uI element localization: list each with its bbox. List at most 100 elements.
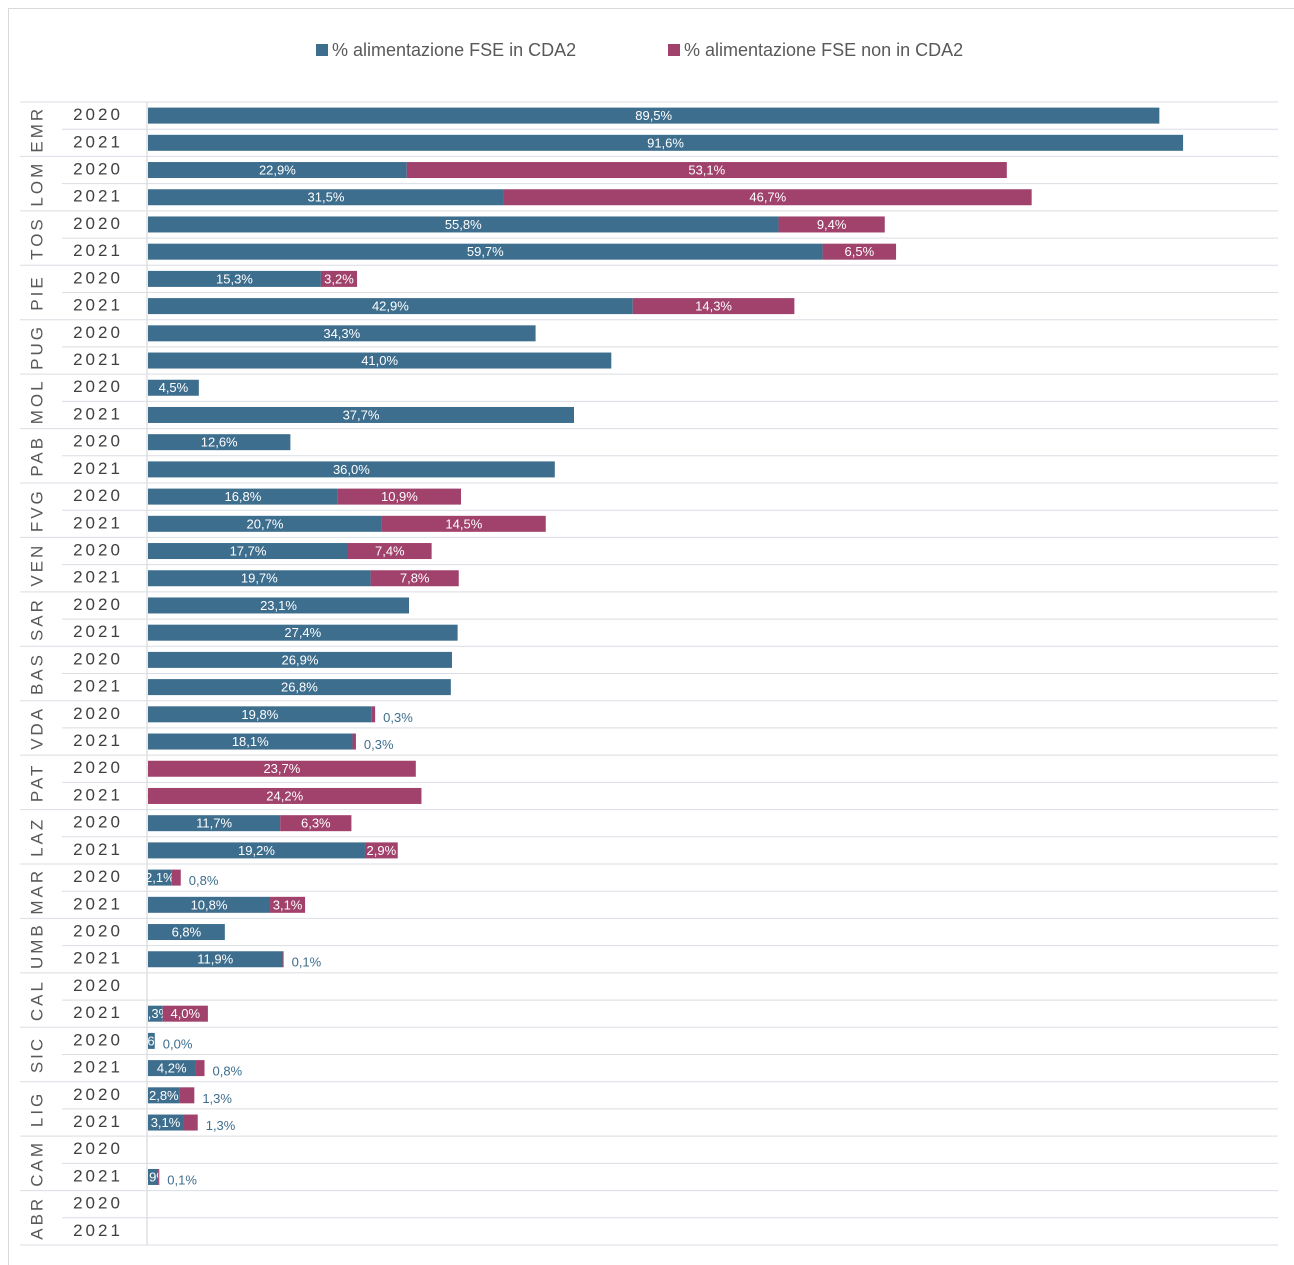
value-label: 55,8% [445,217,482,232]
category-label: 2020 [73,160,123,179]
group-label: CAM [27,1140,46,1187]
bar-segment [162,1005,208,1022]
value-label: 46,7% [749,190,786,205]
bar-segment [406,162,1007,179]
category-label: 2021 [73,731,123,750]
legend-label: % alimentazione FSE in CDA2 [332,40,576,60]
bar-segment [148,869,172,886]
value-label: 0,8% [189,873,219,888]
category-label: 2021 [73,241,123,260]
bar-segment [158,1168,160,1185]
group-label: VDA [27,706,46,750]
value-label: 4,5% [159,380,189,395]
category-label: 2021 [73,1112,123,1131]
bar-segment [148,461,555,478]
group-label: SIC [27,1036,46,1073]
bar-segment [148,298,633,315]
legend-label: % alimentazione FSE non in CDA2 [684,40,963,60]
bar-segment [148,1005,163,1022]
bar-segment [282,951,284,968]
bar-segment [348,543,432,560]
value-label: 4,0% [170,1006,200,1021]
category-label: 2021 [73,949,123,968]
bar-segment [371,706,376,723]
group-label: LAZ [27,817,46,857]
bar-segment [148,760,416,777]
group-label: TOS [27,216,46,260]
category-label: 2021 [73,840,123,859]
category-label: 2021 [73,1166,123,1185]
category-label: 2020 [73,813,123,832]
bar-segment [148,243,823,260]
value-label: 10,9% [381,489,418,504]
bar-segment [148,189,504,206]
group-label: PAB [27,435,46,477]
value-label: 1,3% [202,1091,232,1106]
value-label: 0,3% [383,710,413,725]
value-label: 14,3% [695,299,732,314]
category-label: 2020 [73,1030,123,1049]
value-label: 23,7% [263,761,300,776]
value-label: 19,2% [238,843,275,858]
value-label: 59,7% [467,244,504,259]
bar-segment [352,733,356,750]
bar-segment [148,624,458,641]
value-label: 11,9% [197,952,233,967]
value-label: 26,9% [282,652,319,667]
bar-segment [148,543,349,560]
group-label: CAL [27,979,46,1021]
value-label: 7,4% [375,543,405,558]
bar-segment [148,1087,180,1104]
group-label: VEN [27,543,46,587]
value-label: 11,7% [196,816,232,831]
group-label: BAS [27,652,46,695]
category-label: 2021 [73,459,123,478]
category-label: 2020 [73,649,123,668]
value-label: 36,0% [333,462,370,477]
value-label: 0,6% [137,1033,167,1048]
bar-segment [148,651,452,668]
value-label: 91,6% [647,135,684,150]
bar-segment [381,515,546,532]
category-label: 2021 [73,1058,123,1077]
value-label: 2,8% [149,1088,179,1103]
value-label: 3,2% [324,271,354,286]
category-label: 2020 [73,1085,123,1104]
value-label: 6,3% [301,816,331,831]
bar-segment [148,162,407,179]
category-label: 2020 [73,323,123,342]
value-label: 20,7% [247,516,284,531]
value-label: 4,2% [157,1061,187,1076]
value-label: 19,7% [241,571,278,586]
bar-segment [148,107,1160,124]
bar-segment [822,243,897,260]
category-label: 2021 [73,568,123,587]
bar-segment [148,597,410,614]
group-label: MAR [27,868,46,915]
value-label: 23,1% [260,598,297,613]
bar-segment [148,815,281,832]
group-label: LOM [27,161,46,207]
group-label: SAR [27,597,46,641]
value-label: 6,5% [845,244,875,259]
legend-swatch [668,44,680,56]
value-label: 0,9% [138,1169,168,1184]
group-label: UMB [27,922,46,969]
bar-segment [778,216,885,233]
category-label: 2020 [73,758,123,777]
bar-segment [148,1168,159,1185]
category-label: 2021 [73,350,123,369]
category-label: 2020 [73,432,123,451]
value-label: 31,5% [308,190,345,205]
value-label: 42,9% [372,299,409,314]
value-label: 26,8% [281,680,318,695]
value-label: 24,2% [266,788,303,803]
category-label: 2020 [73,377,123,396]
category-label: 2020 [73,595,123,614]
bar-segment [148,842,365,859]
category-label: 2020 [73,486,123,505]
value-label: 89,5% [635,108,672,123]
bar-segment [364,842,398,859]
group-label: LIG [27,1091,46,1127]
bar-segment [183,1114,198,1131]
